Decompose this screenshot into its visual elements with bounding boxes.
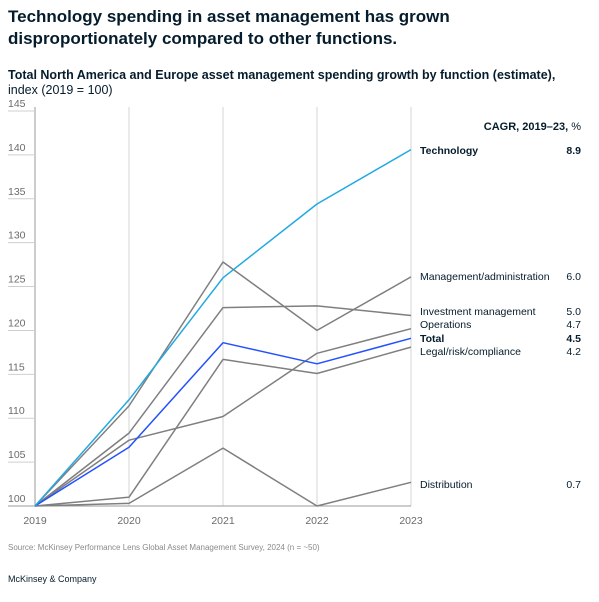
cagr-header: CAGR, 2019–23, % [484, 121, 581, 133]
series-cagr-value: 0.7 [566, 479, 581, 491]
x-tick-label: 2019 [23, 515, 47, 527]
x-tick-label: 2021 [211, 515, 235, 527]
x-tick-label: 2020 [117, 515, 141, 527]
series-label: Legal/risk/compliance [420, 346, 521, 358]
series-lines [34, 148, 412, 507]
series-label: Total [420, 333, 444, 345]
series-line-technology [34, 148, 412, 507]
chart-subtitle-index: index (2019 = 100) [8, 83, 113, 97]
y-tick-label: 140 [8, 142, 26, 154]
y-tick-label: 125 [8, 274, 26, 286]
y-tick-label: 105 [8, 449, 26, 461]
y-tick-label: 135 [8, 186, 26, 198]
source-note: Source: McKinsey Performance Lens Global… [8, 543, 320, 552]
cagr-header-label: CAGR, 2019–23, [484, 121, 568, 133]
y-tick-label: 120 [8, 317, 26, 329]
series-cagr-value: 4.7 [566, 319, 581, 331]
chart-subtitle: Total North America and Europe asset man… [8, 68, 588, 98]
y-tick-label: 115 [8, 361, 25, 373]
series-label: Operations [420, 319, 471, 331]
cagr-header-unit: % [571, 121, 581, 133]
series-labels: Technology 8.9 Management/administration 6.… [420, 145, 581, 491]
series-label: Technology [420, 145, 478, 157]
chart-subtitle-main: Total North America and Europe asset man… [8, 68, 556, 82]
series-cagr-value: 8.9 [566, 145, 581, 157]
series-line-operations [34, 327, 412, 507]
series-line-total [34, 337, 412, 507]
y-tick-label: 110 [8, 405, 25, 417]
y-axis: 100 105 110 115 120 125 130 135 140 145 [8, 98, 36, 506]
y-tick-label: 130 [8, 230, 26, 242]
headline: Technology spending in asset management … [8, 7, 450, 48]
x-tick-label: 2022 [305, 515, 329, 527]
series-label: Investment management [420, 306, 536, 318]
series-label: Distribution [420, 479, 473, 491]
x-axis: 2019 2020 2021 2022 2023 [8, 505, 423, 527]
x-tick-label: 2023 [399, 515, 423, 527]
series-line-distribution [34, 447, 412, 507]
series-line-investment-management [34, 305, 412, 507]
brand-footer: McKinsey & Company [8, 574, 97, 584]
series-cagr-value: 4.5 [566, 333, 581, 345]
series-line-legal-risk-compliance [34, 346, 412, 507]
series-line-management-administration [34, 261, 412, 507]
series-cagr-value: 5.0 [566, 306, 581, 318]
series-cagr-value: 6.0 [566, 271, 581, 283]
series-label: Management/administration [420, 271, 550, 283]
series-cagr-value: 4.2 [566, 346, 581, 358]
y-tick-label: 100 [8, 493, 26, 505]
y-tick-label: 145 [8, 98, 26, 110]
